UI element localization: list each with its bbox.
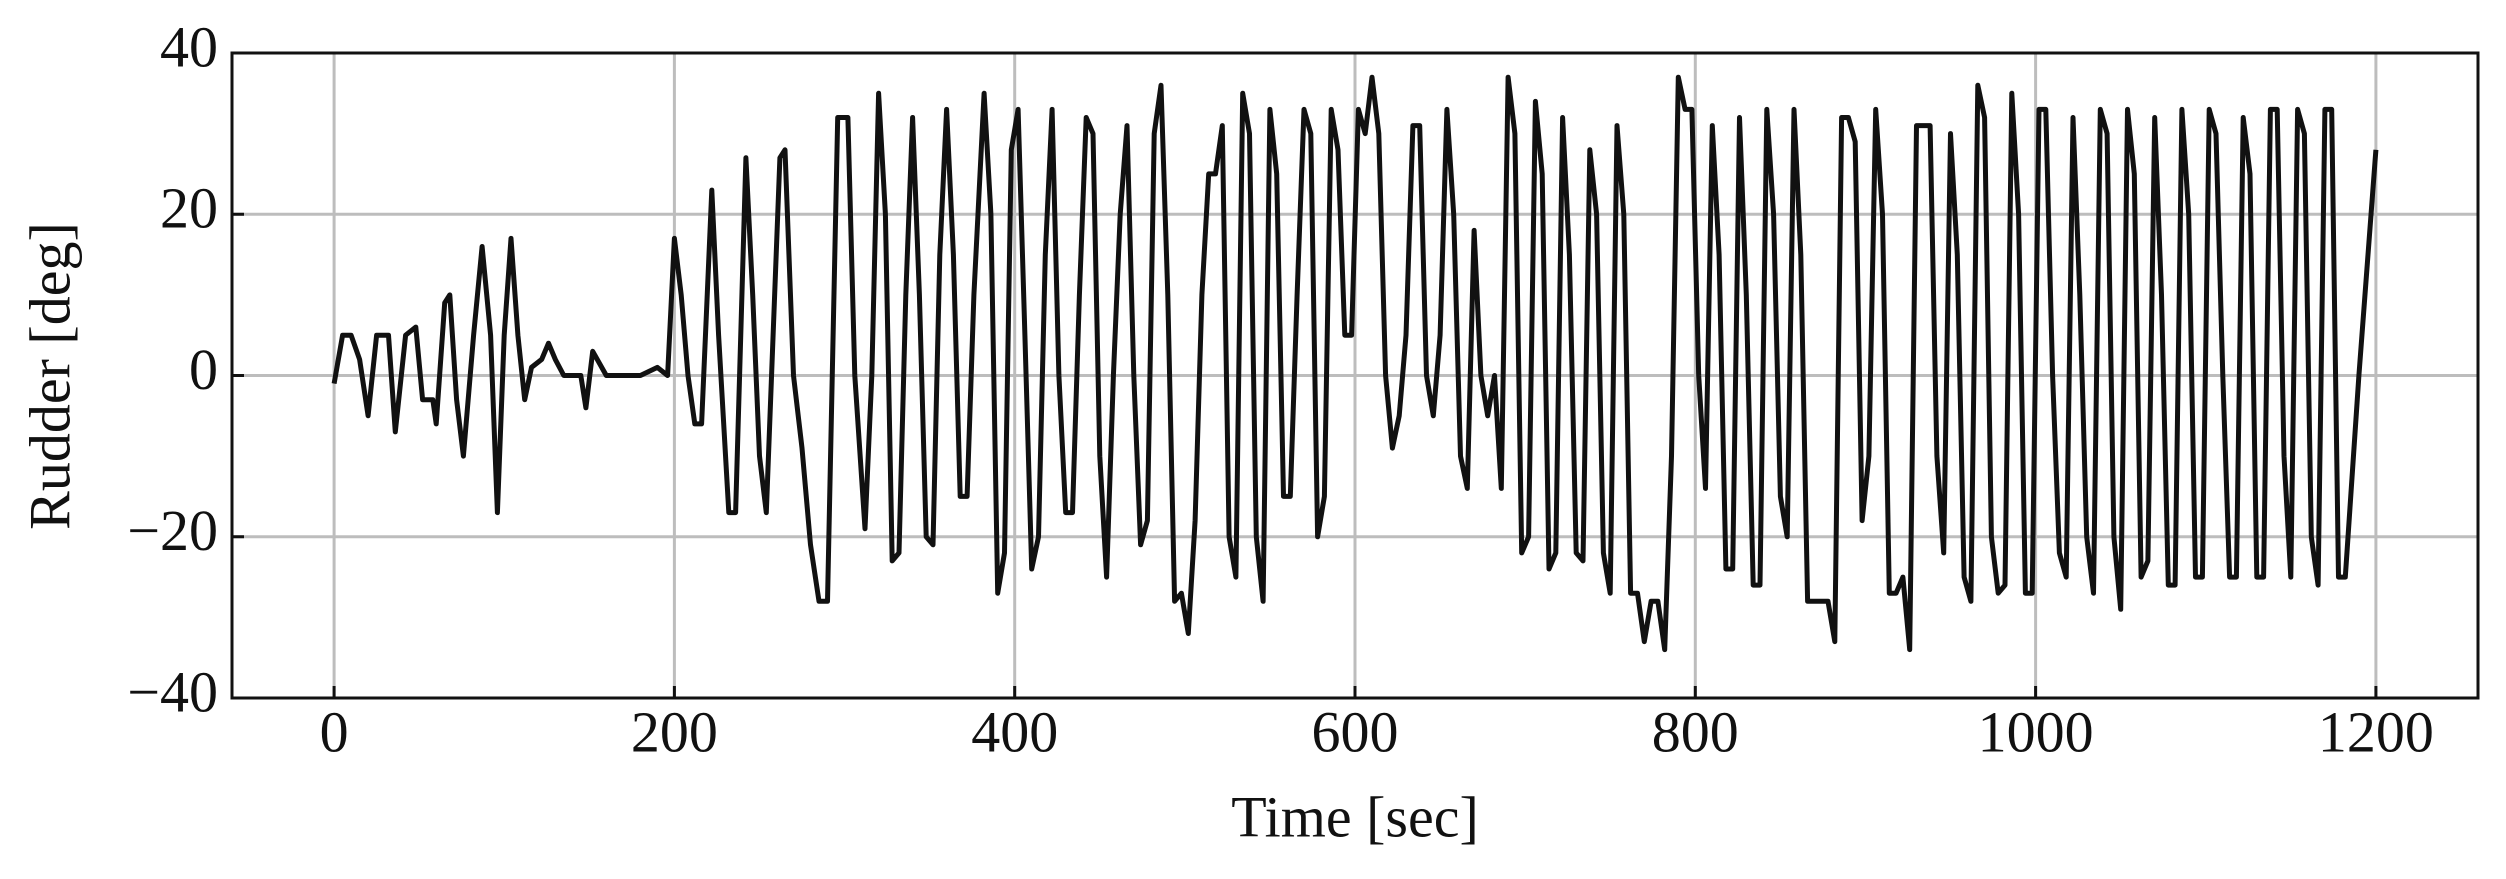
x-tick-label: 1000 [1978, 699, 2094, 764]
y-tick-label: −20 [127, 498, 218, 563]
y-tick-label: 20 [160, 176, 218, 241]
x-tick-label: 0 [320, 699, 349, 764]
line-series [331, 74, 2379, 653]
x-tick-label: 800 [1652, 699, 1739, 764]
x-tick-label: 400 [971, 699, 1058, 764]
plot-frame [230, 51, 2480, 700]
y-axis-label: Rudder [deg] [17, 222, 82, 530]
y-tick-label: 40 [160, 14, 218, 79]
y-tick-label: 0 [189, 337, 218, 402]
y-tick-label: −40 [127, 659, 218, 724]
x-axis-label: Time [sec] [1231, 784, 1479, 849]
x-tick-label: 600 [1312, 699, 1399, 764]
x-tick-label: 1200 [2318, 699, 2434, 764]
x-tick-label: 200 [631, 699, 718, 764]
